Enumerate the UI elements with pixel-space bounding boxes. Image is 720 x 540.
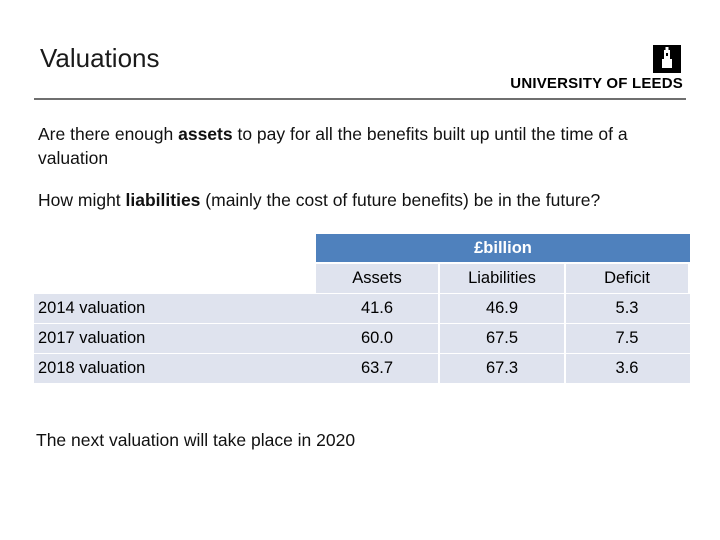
cell-deficit: 3.6	[564, 354, 688, 383]
cell-liabilities: 67.3	[438, 354, 564, 383]
table-row: 2017 valuation 60.0 67.5 7.5	[34, 324, 690, 353]
table-row: 2014 valuation 41.6 46.9 5.3	[34, 294, 690, 323]
table-group-header: £billion	[316, 234, 690, 262]
liabilities-emphasis: liabilities	[125, 190, 201, 210]
column-header-assets: Assets	[316, 264, 438, 293]
university-crest-icon	[653, 45, 681, 73]
cell-assets: 60.0	[360, 329, 394, 347]
university-logo-text: UNIVERSITY OF LEEDS	[510, 75, 683, 92]
cell-assets: 63.7	[360, 359, 394, 377]
cell-liabilities: 46.9	[438, 294, 564, 323]
cell-deficit: 7.5	[564, 324, 688, 353]
table-row: 2018 valuation 63.7 67.3 3.6	[34, 354, 690, 383]
column-header-deficit: Deficit	[564, 264, 688, 293]
university-logo: UNIVERSITY OF LEEDS	[510, 45, 683, 93]
row-label: 2018 valuation	[38, 359, 146, 377]
slide-title: Valuations	[40, 43, 160, 73]
footer-note: The next valuation will take place in 20…	[36, 430, 356, 450]
row-label: 2017 valuation	[38, 329, 146, 347]
cell-deficit: 5.3	[564, 294, 688, 323]
row-label: 2014 valuation	[38, 299, 146, 317]
table-column-header-row: Assets Liabilities Deficit	[34, 264, 688, 293]
cell-liabilities: 67.5	[438, 324, 564, 353]
cell-assets: 41.6	[360, 299, 394, 317]
assets-emphasis: assets	[178, 124, 233, 144]
question-assets: Are there enough assets to pay for all t…	[38, 124, 628, 168]
column-header-liabilities: Liabilities	[438, 264, 564, 293]
question-liabilities: How might liabilities (mainly the cost o…	[38, 190, 601, 210]
title-divider	[34, 98, 686, 100]
